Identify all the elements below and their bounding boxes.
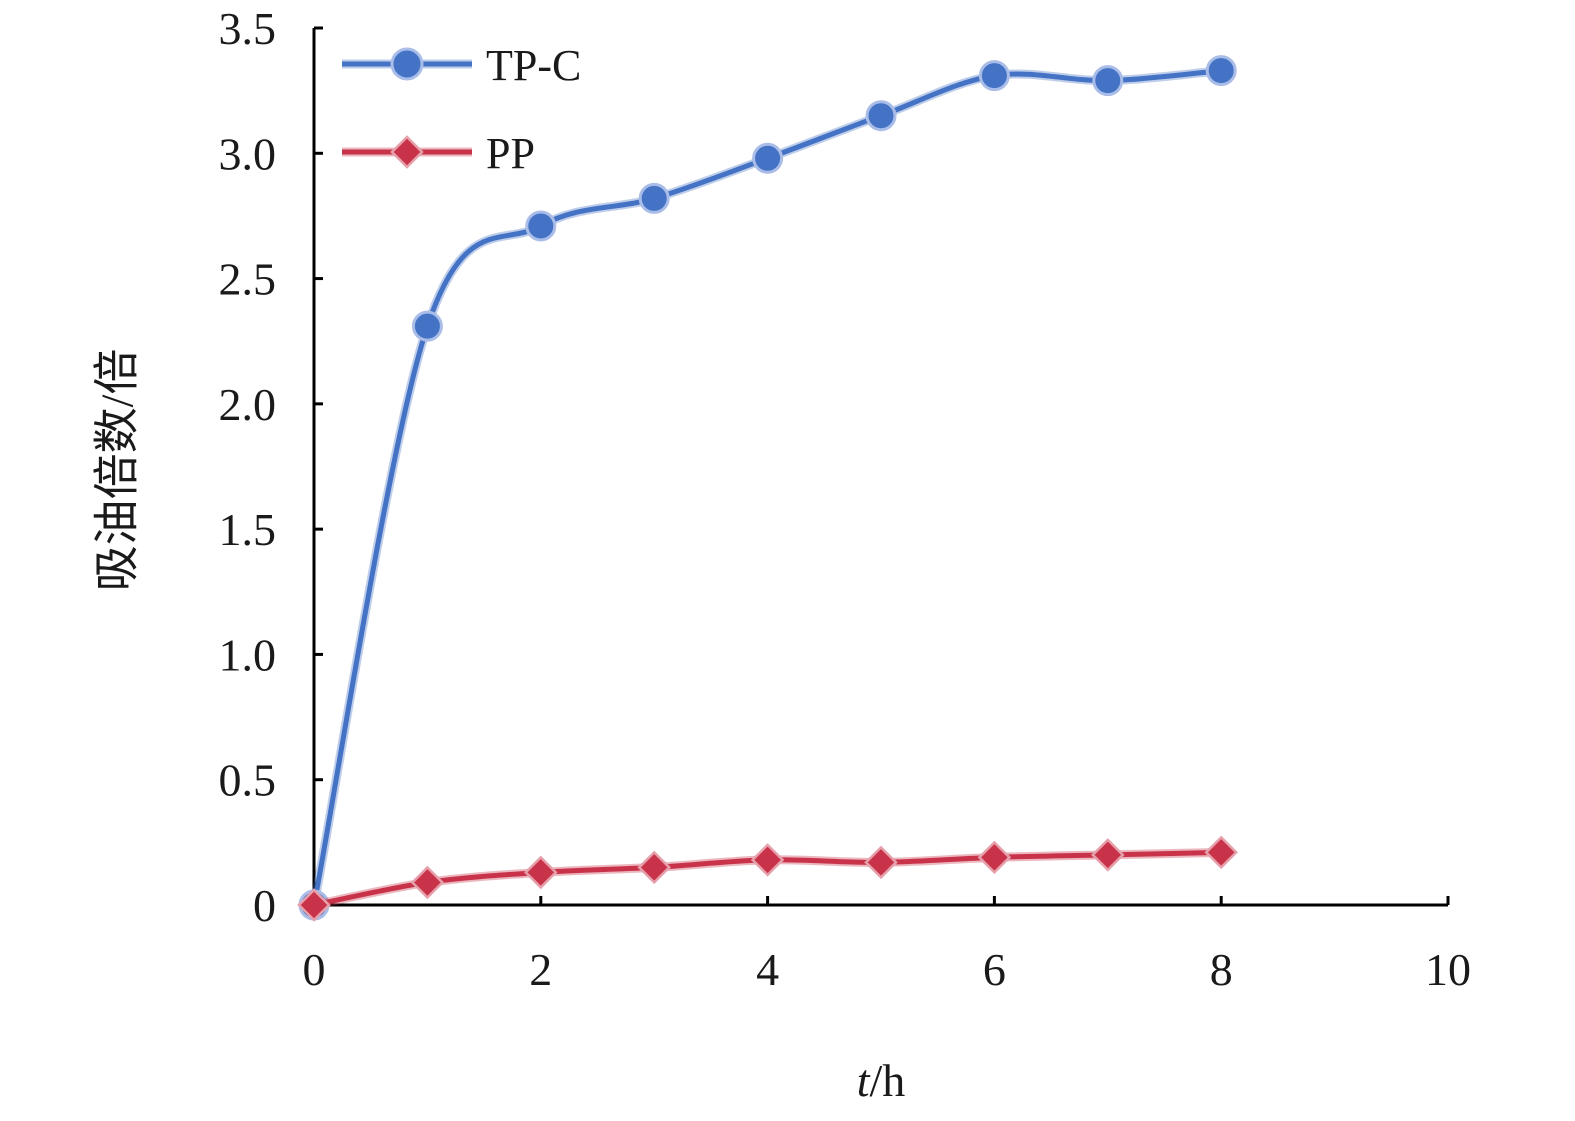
data-point [638, 182, 670, 214]
x-tick-label: 6 [983, 944, 1006, 995]
x-ticks: 0 2 4 6 8 10 [303, 896, 1471, 995]
data-point [1091, 838, 1125, 872]
legend: TP-C PP [342, 41, 581, 178]
y-tick-label: 0 [253, 880, 276, 931]
series-tp-c [298, 55, 1237, 921]
data-point [411, 310, 443, 342]
legend-item-tp-c: TP-C [342, 41, 581, 90]
x-axis-title-unit: /h [870, 1055, 906, 1106]
y-tick-label: 1.0 [219, 629, 277, 680]
series-layer [297, 55, 1238, 922]
data-point [865, 100, 897, 132]
data-point [524, 855, 558, 890]
data-point [297, 888, 331, 922]
legend-item-pp: PP [342, 129, 535, 178]
y-tick-label: 3.5 [219, 3, 277, 54]
axes [312, 28, 1448, 907]
x-tick-label: 8 [1210, 944, 1233, 995]
y-tick-label: 2.5 [219, 254, 277, 305]
data-point [525, 210, 557, 242]
series-line [311, 68, 1224, 908]
data-point [977, 840, 1012, 875]
x-tick-label: 4 [756, 944, 779, 995]
data-point [1204, 835, 1238, 870]
legend-marker [390, 135, 424, 169]
data-point [864, 845, 898, 880]
y-ticks: 0 0.5 1.0 1.5 2.0 2.5 3.0 3.5 [219, 3, 323, 931]
x-tick-label: 2 [529, 944, 552, 995]
data-point [750, 843, 785, 877]
legend-label: TP-C [486, 41, 581, 90]
y-tick-label: 2.0 [219, 379, 277, 430]
data-point [1205, 55, 1237, 87]
y-tick-label: 3.0 [219, 128, 277, 179]
series-line-glow [309, 66, 1226, 910]
data-point [637, 850, 671, 885]
data-point [752, 142, 784, 174]
data-point [410, 865, 445, 900]
y-axis-title: 吸油倍数/倍 [92, 349, 143, 592]
x-axis-title: t/h [857, 1055, 906, 1106]
data-point [1092, 65, 1124, 97]
x-tick-label: 10 [1425, 944, 1471, 995]
x-tick-label: 0 [303, 944, 326, 995]
legend-label: PP [486, 129, 535, 178]
x-axis-title-variable: t [857, 1055, 871, 1106]
y-tick-label: 1.5 [219, 504, 277, 555]
legend-marker [390, 47, 424, 81]
data-point [978, 60, 1010, 92]
series-pp [297, 835, 1238, 922]
y-tick-label: 0.5 [219, 755, 277, 806]
